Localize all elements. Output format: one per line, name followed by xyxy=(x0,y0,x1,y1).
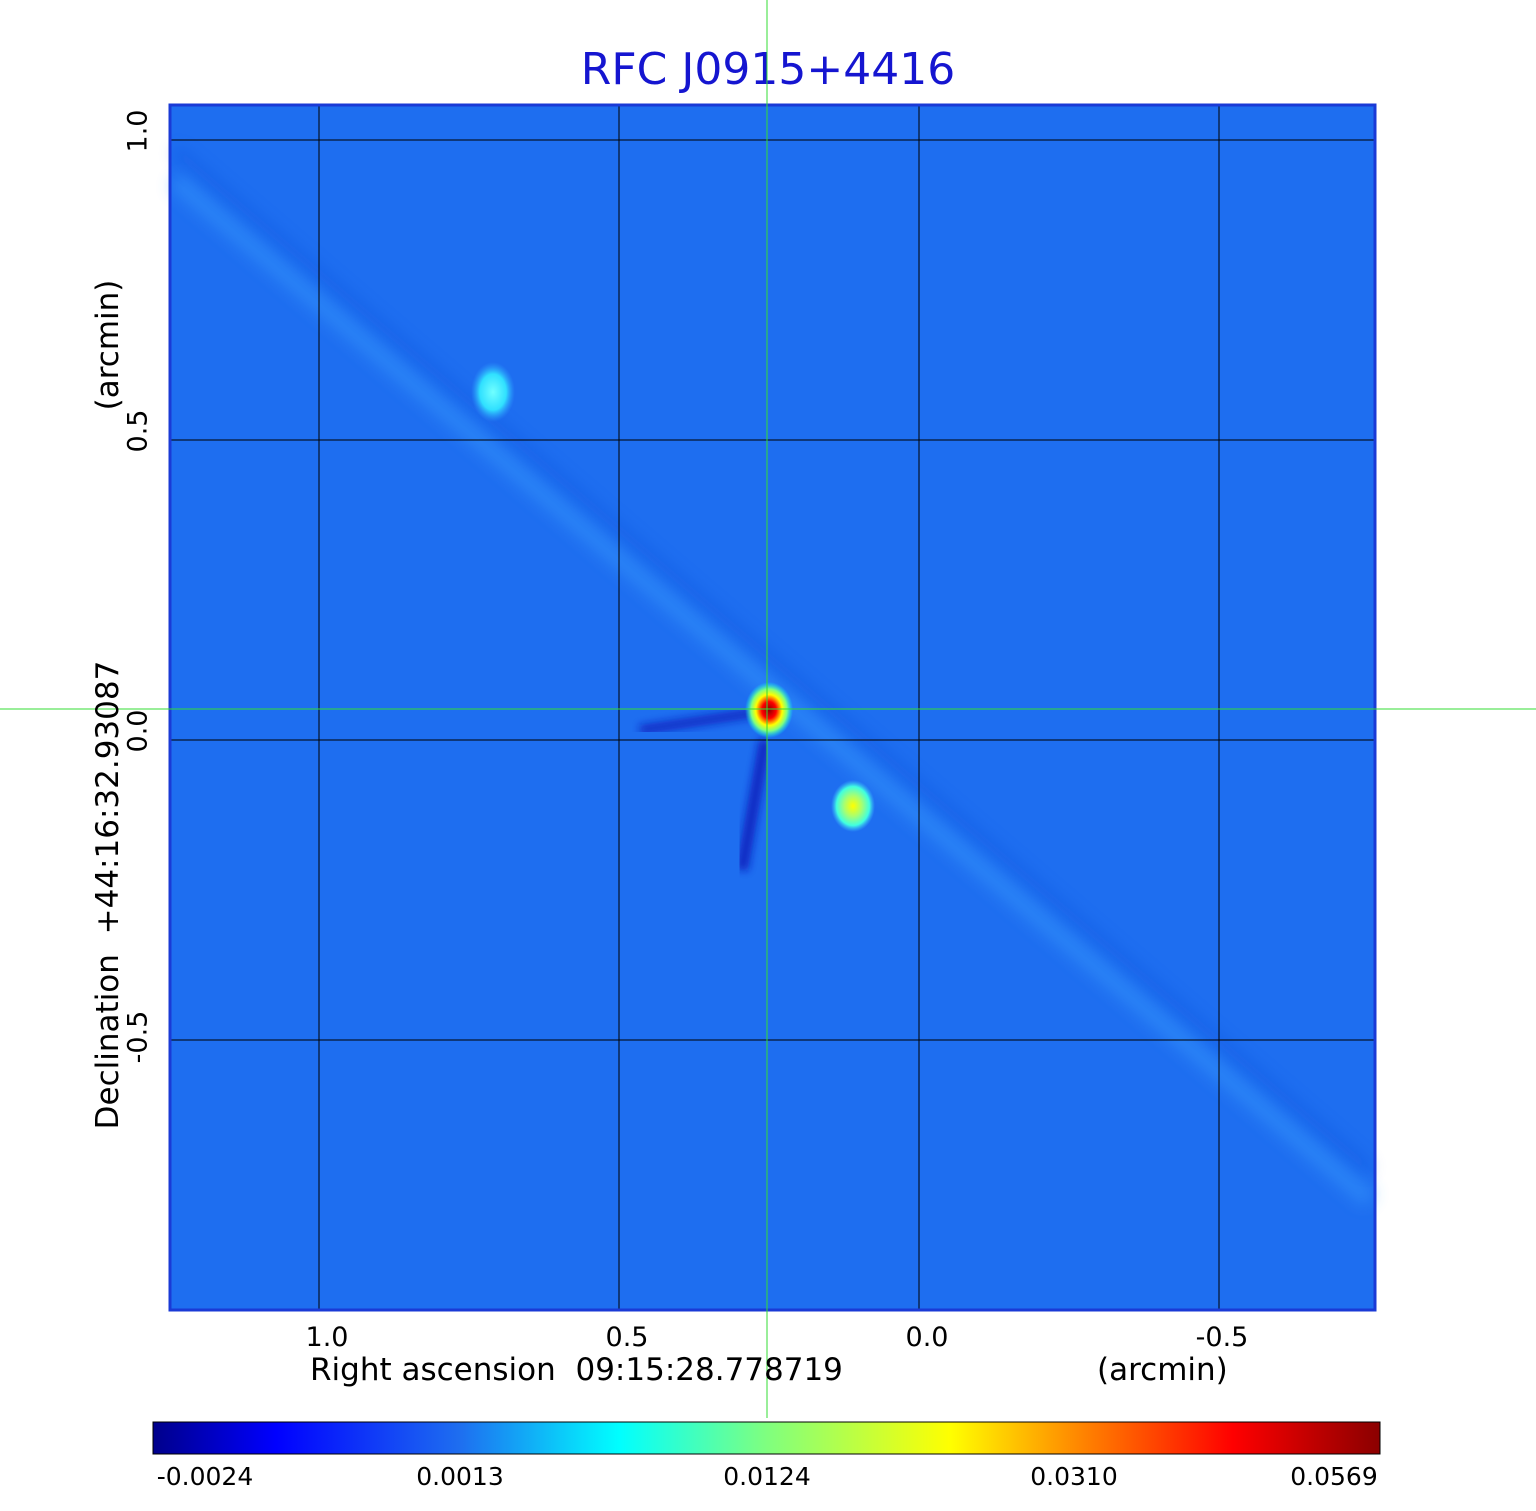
x-tick-label: -0.5 xyxy=(1195,1322,1249,1353)
y-axis-unit: (arcmin) xyxy=(90,279,126,411)
y-tick-label: 0.0 xyxy=(122,709,154,753)
x-tick-label: 0.0 xyxy=(905,1322,949,1353)
x-tick-label: 0.5 xyxy=(605,1322,649,1353)
y-tick-label: -0.5 xyxy=(122,1010,154,1064)
source-component-nw xyxy=(471,362,515,422)
y-tick-label: 1.0 xyxy=(122,109,154,153)
colorbar-tick-label: 0.0124 xyxy=(723,1462,811,1491)
colorbar-tick-label: 0.0310 xyxy=(1030,1462,1118,1491)
negative-trail xyxy=(639,707,761,735)
sidelobe-streak-dark xyxy=(171,146,1374,1174)
colorbar-tick-label: 0.0013 xyxy=(416,1462,504,1491)
colorbar xyxy=(152,1421,1381,1455)
x-axis-label: Right ascension 09:15:28.778719 xyxy=(310,1352,843,1388)
source-component-se xyxy=(831,780,875,832)
colorbar-tick-label: 0.0569 xyxy=(1290,1462,1378,1491)
colorbar-tick-label: -0.0024 xyxy=(156,1462,254,1491)
y-tick-label: 0.5 xyxy=(122,409,154,453)
y-axis-label: Declination +44:16:32.93087 xyxy=(90,660,126,1130)
x-tick-label: 1.0 xyxy=(305,1322,349,1353)
source-core xyxy=(745,682,793,738)
crosshair xyxy=(0,0,1536,1418)
map-title: RFC J0915+4416 xyxy=(580,44,956,95)
x-axis-unit: (arcmin) xyxy=(1097,1352,1228,1388)
negative-trail xyxy=(736,738,771,872)
plot-area xyxy=(168,103,1377,1312)
plot-frame xyxy=(168,103,1377,1312)
